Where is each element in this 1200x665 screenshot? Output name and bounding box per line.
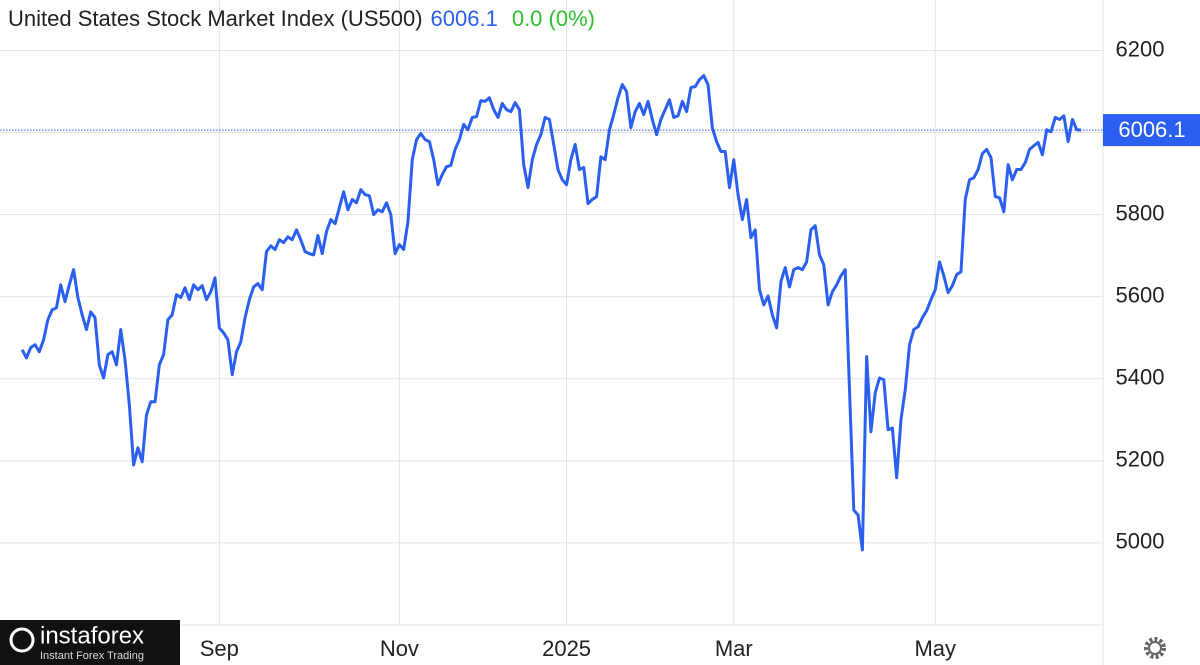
logo-icon	[9, 627, 35, 653]
settings-icon[interactable]	[1144, 637, 1166, 659]
x-tick-label: Sep	[200, 636, 239, 661]
x-tick-label: Mar	[715, 636, 753, 661]
logo-tagline: Instant Forex Trading	[40, 650, 144, 662]
chart-title: United States Stock Market Index (US500)	[8, 6, 423, 31]
y-tick-label: 5000	[1116, 529, 1165, 554]
change: 0.0 (0%)	[512, 6, 595, 31]
logo: instaforex Instant Forex Trading	[0, 620, 180, 665]
gear-teeth	[1144, 637, 1166, 659]
current-value: 6006.1	[431, 6, 498, 31]
y-tick-label: 5400	[1116, 365, 1165, 390]
x-tick-label: May	[914, 636, 956, 661]
y-tick-label: 5600	[1116, 283, 1165, 308]
x-tick-label: Nov	[380, 636, 419, 661]
gear-body	[1148, 641, 1162, 655]
logo-name: instaforex	[40, 622, 144, 649]
logo-background	[0, 620, 180, 665]
current-value-label: 6006.1	[1118, 117, 1185, 142]
x-tick-label: 2025	[542, 636, 591, 661]
y-tick-label: 5800	[1116, 200, 1165, 225]
current-value-box	[1103, 114, 1200, 147]
header: United States Stock Market Index (US500)…	[8, 6, 595, 31]
grid	[0, 0, 1103, 625]
price-line	[20, 74, 1082, 552]
y-tick-label: 6200	[1116, 36, 1165, 61]
y-tick-label: 5200	[1116, 447, 1165, 472]
